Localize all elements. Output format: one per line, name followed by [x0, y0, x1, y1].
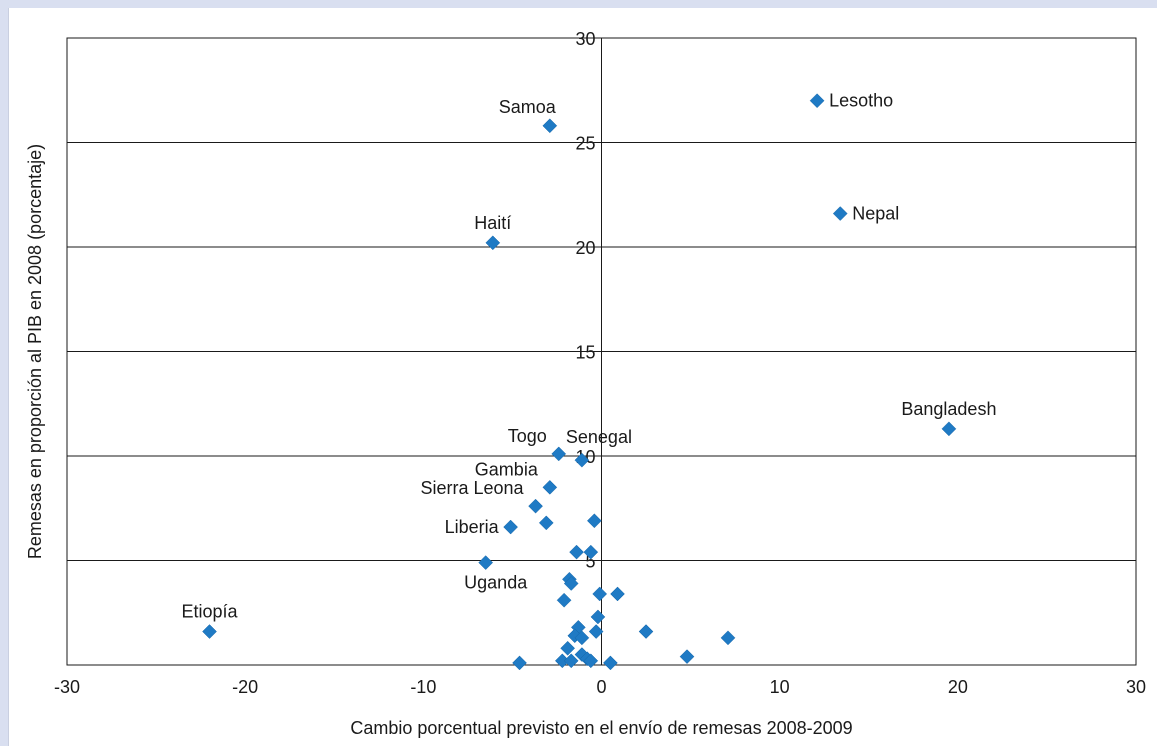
point-label: Togo — [508, 426, 547, 446]
data-point — [542, 479, 558, 495]
point-label: Uganda — [464, 573, 528, 593]
x-axis-title: Cambio porcentual previsto en el envío d… — [350, 718, 852, 738]
point-label: Senegal — [566, 427, 632, 447]
x-tick-label: -10 — [410, 677, 436, 697]
data-point — [538, 515, 554, 531]
data-point — [679, 649, 695, 664]
point-label: Liberia — [445, 517, 500, 537]
data-point — [569, 544, 584, 560]
y-tick-label: 25 — [575, 134, 595, 154]
data-point — [592, 586, 608, 602]
point-label: Nepal — [852, 204, 899, 224]
data-point — [551, 446, 567, 462]
data-point — [563, 576, 579, 591]
x-tick-label: 0 — [596, 677, 606, 697]
data-point — [563, 653, 579, 669]
data-point — [720, 630, 736, 646]
data-point — [560, 640, 576, 656]
data-point — [638, 624, 654, 639]
point-label: Gambia — [475, 459, 539, 479]
y-tick-label: 5 — [585, 552, 595, 572]
data-point — [512, 655, 527, 671]
point-label: Haití — [474, 213, 511, 233]
data-point — [574, 452, 590, 468]
x-tick-label: 20 — [948, 677, 968, 697]
data-point — [588, 624, 604, 639]
data-point — [542, 118, 558, 134]
x-tick-label: -20 — [232, 677, 258, 697]
data-point — [941, 421, 957, 437]
y-tick-label: 15 — [575, 343, 595, 363]
y-tick-label: 20 — [575, 238, 595, 258]
chart-frame: -30 -20 -10 0 10 20 30 5 10 15 20 25 30 Lesotho Samo… — [8, 8, 1157, 746]
data-point — [583, 544, 599, 560]
x-tick-label: -30 — [54, 677, 80, 697]
data-point — [610, 586, 625, 602]
point-label: Bangladesh — [901, 399, 996, 419]
data-point — [485, 235, 501, 251]
data-point — [583, 653, 599, 669]
point-label: Samoa — [499, 97, 557, 117]
data-point — [603, 655, 618, 671]
y-axis-title: Remesas en proporción al PIB en 2008 (po… — [25, 144, 45, 559]
data-point — [528, 498, 543, 514]
data-point — [590, 609, 606, 625]
data-points — [202, 93, 957, 671]
data-point — [587, 513, 602, 529]
data-point — [574, 630, 590, 646]
data-point — [809, 93, 825, 109]
x-tick-label: 10 — [770, 677, 790, 697]
point-label: Etiopía — [182, 602, 239, 622]
y-tick-label: 30 — [575, 29, 595, 49]
data-point — [503, 519, 518, 535]
data-point — [556, 592, 572, 608]
scatter-chart: -30 -20 -10 0 10 20 30 5 10 15 20 25 30 Lesotho Samo… — [25, 29, 1146, 738]
point-labels: Lesotho Samoa Nepal Haití Bangladesh Togo Sene… — [182, 91, 997, 622]
x-axis-ticks: -30 -20 -10 0 10 20 30 — [54, 677, 1146, 697]
data-point — [832, 206, 848, 221]
point-label: Sierra Leona — [421, 478, 525, 498]
x-tick-label: 30 — [1126, 677, 1146, 697]
data-point — [202, 624, 217, 639]
point-label: Lesotho — [829, 91, 893, 111]
data-point — [478, 555, 494, 570]
